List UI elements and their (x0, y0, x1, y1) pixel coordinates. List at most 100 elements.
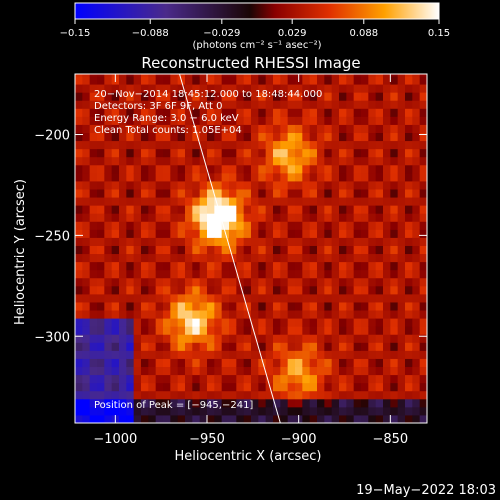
heatmap-cell (361, 285, 369, 295)
heatmap-cell (309, 318, 318, 327)
heatmap-cell (97, 293, 105, 303)
heatmap-cell (280, 84, 289, 93)
heatmap-cell (419, 326, 427, 335)
heatmap-cell (89, 414, 98, 423)
heatmap-cell (155, 188, 164, 198)
heatmap-cell (82, 398, 91, 408)
heatmap-cell (170, 366, 179, 376)
heatmap-cell (331, 414, 340, 423)
heatmap-cell (397, 261, 406, 271)
heatmap-cell (412, 334, 421, 343)
heatmap-cell (346, 390, 355, 400)
heatmap-cell (229, 301, 237, 311)
heatmap-cell (412, 277, 421, 287)
heatmap-cell (89, 285, 98, 295)
heatmap-cell (331, 108, 340, 117)
heatmap-cell (265, 253, 274, 263)
heatmap-cell (383, 74, 391, 77)
heatmap-cell (75, 310, 83, 319)
heatmap-cell (280, 334, 289, 343)
heatmap-cell (375, 293, 384, 303)
heatmap-cell (280, 318, 289, 327)
heatmap-cell (295, 326, 303, 335)
heatmap-cell (273, 213, 281, 222)
heatmap-cell (141, 205, 149, 214)
heatmap-cell (89, 140, 98, 150)
heatmap-cell (104, 326, 113, 335)
heatmap-cell (383, 253, 391, 263)
heatmap-cell (207, 205, 215, 214)
heatmap-cell (229, 366, 237, 376)
heatmap-cell (82, 374, 91, 384)
heatmap-cell (236, 213, 245, 222)
heatmap-cell (397, 414, 406, 423)
heatmap-cell (353, 205, 362, 214)
heatmap-cell (361, 84, 369, 93)
heatmap-cell (185, 84, 193, 93)
heatmap-cell (265, 84, 274, 93)
heatmap-cell (229, 116, 237, 125)
heatmap-cell (419, 358, 427, 368)
heatmap-cell (82, 76, 91, 85)
heatmap-cell (295, 318, 303, 327)
heatmap-cell (375, 406, 384, 416)
heatmap-cell (207, 358, 215, 368)
heatmap-cell (302, 221, 311, 230)
heatmap-cell (207, 342, 215, 351)
heatmap-cell (207, 188, 215, 198)
heatmap-cell (339, 358, 347, 368)
heatmap-cell (199, 221, 208, 230)
heatmap-cell (199, 414, 208, 423)
heatmap-cell (390, 261, 399, 271)
heatmap-cell (412, 301, 421, 311)
heatmap-cell (163, 301, 171, 311)
heatmap-cell (280, 213, 289, 222)
heatmap-cell (324, 100, 333, 109)
heatmap-cell (375, 350, 384, 359)
heatmap-cell (397, 237, 406, 246)
heatmap-cell (412, 76, 421, 85)
heatmap-cell (346, 108, 355, 117)
heatmap-cell (126, 293, 135, 303)
heatmap-cell (141, 326, 149, 335)
heatmap-cell (192, 285, 201, 295)
heatmap-cell (141, 92, 149, 101)
heatmap-cell (155, 342, 164, 351)
heatmap-cell (82, 116, 91, 125)
heatmap-cell (309, 366, 318, 376)
heatmap-cell (243, 350, 252, 359)
heatmap-cell (258, 172, 267, 182)
heatmap-cell (346, 132, 355, 142)
heatmap-cell (309, 197, 318, 206)
heatmap-cell (317, 350, 325, 359)
heatmap-cell (89, 374, 98, 384)
heatmap-cell (155, 76, 164, 85)
heatmap-cell (265, 293, 274, 303)
heatmap-cell (170, 140, 179, 150)
heatmap-cell (419, 261, 427, 271)
heatmap-cell (324, 188, 333, 198)
heatmap-cell (141, 382, 149, 392)
heatmap-cell (243, 374, 252, 384)
heatmap-cell (251, 301, 259, 311)
heatmap-cell (383, 285, 391, 295)
heatmap-cell (82, 293, 91, 303)
heatmap-cell (258, 197, 267, 206)
heatmap-cell (412, 74, 421, 77)
heatmap-cell (295, 92, 303, 101)
heatmap-cell (419, 164, 427, 174)
heatmap-cell (170, 108, 179, 117)
heatmap-cell (251, 205, 259, 214)
heatmap-cell (148, 269, 157, 279)
heatmap-cell (324, 213, 333, 222)
heatmap-cell (375, 245, 384, 255)
heatmap-cell (89, 261, 98, 271)
heatmap-cell (353, 156, 362, 166)
heatmap-cell (155, 245, 164, 255)
heatmap-cell (339, 148, 347, 158)
heatmap-cell (236, 342, 245, 351)
heatmap-cell (192, 398, 201, 408)
heatmap-cell (273, 237, 281, 246)
heatmap-cell (346, 358, 355, 368)
heatmap-cell (295, 390, 303, 400)
